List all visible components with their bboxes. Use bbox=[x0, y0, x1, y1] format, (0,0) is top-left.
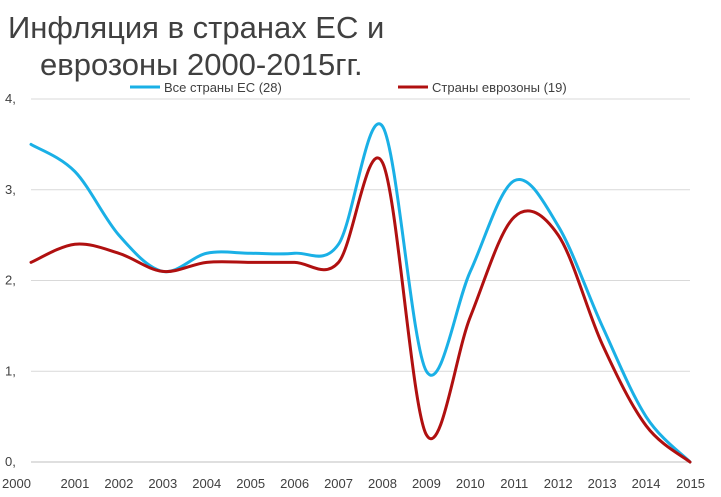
x-tick-label: 2012 bbox=[544, 476, 573, 491]
y-tick-label: 2, bbox=[5, 273, 16, 288]
x-tick-label: 2000 bbox=[2, 476, 31, 491]
chart-title-line-1: Инфляция в странах ЕС и bbox=[8, 10, 384, 45]
chart-title: Инфляция в странах ЕС и еврозоны 2000-20… bbox=[8, 10, 384, 82]
legend-label-eurozone: Страны еврозоны (19) bbox=[432, 80, 567, 95]
y-tick-label: 1, bbox=[5, 363, 16, 378]
y-tick-label: 0, bbox=[5, 454, 16, 469]
series-line-eurozone bbox=[29, 156, 692, 464]
x-tick-label: 2011 bbox=[500, 476, 528, 491]
x-tick-label: 2003 bbox=[148, 476, 177, 491]
series-lines bbox=[29, 122, 692, 464]
y-tick-label: 3, bbox=[5, 182, 16, 197]
x-tick-label: 2014 bbox=[632, 476, 661, 491]
x-tick-label: 2010 bbox=[456, 476, 485, 491]
chart-legend: Все страны ЕС (28) Страны еврозоны (19) bbox=[130, 80, 567, 95]
x-tick-label: 2015 bbox=[676, 476, 705, 491]
y-axis-tick-labels: 0, 1, 2, 3, 4, bbox=[5, 91, 16, 469]
chart-title-line-2: еврозоны 2000-2015гг. bbox=[40, 47, 363, 82]
x-tick-label: 2007 bbox=[324, 476, 353, 491]
legend-label-all-eu: Все страны ЕС (28) bbox=[164, 80, 282, 95]
x-tick-label: 2013 bbox=[588, 476, 617, 491]
x-axis-tick-labels: 2000 2001 2002 2003 2004 2005 2006 2007 2008 2009… bbox=[2, 476, 705, 491]
x-tick-label: 2004 bbox=[192, 476, 221, 491]
x-tick-label: 2005 bbox=[236, 476, 265, 491]
x-tick-label: 2006 bbox=[280, 476, 309, 491]
x-tick-label: 2001 bbox=[60, 476, 89, 491]
series-line-all-eu bbox=[29, 122, 692, 464]
x-tick-label: 2009 bbox=[412, 476, 441, 491]
x-tick-label: 2008 bbox=[368, 476, 397, 491]
y-tick-label: 4, bbox=[5, 91, 16, 106]
x-tick-label: 2002 bbox=[104, 476, 133, 491]
gridlines bbox=[31, 98, 690, 463]
